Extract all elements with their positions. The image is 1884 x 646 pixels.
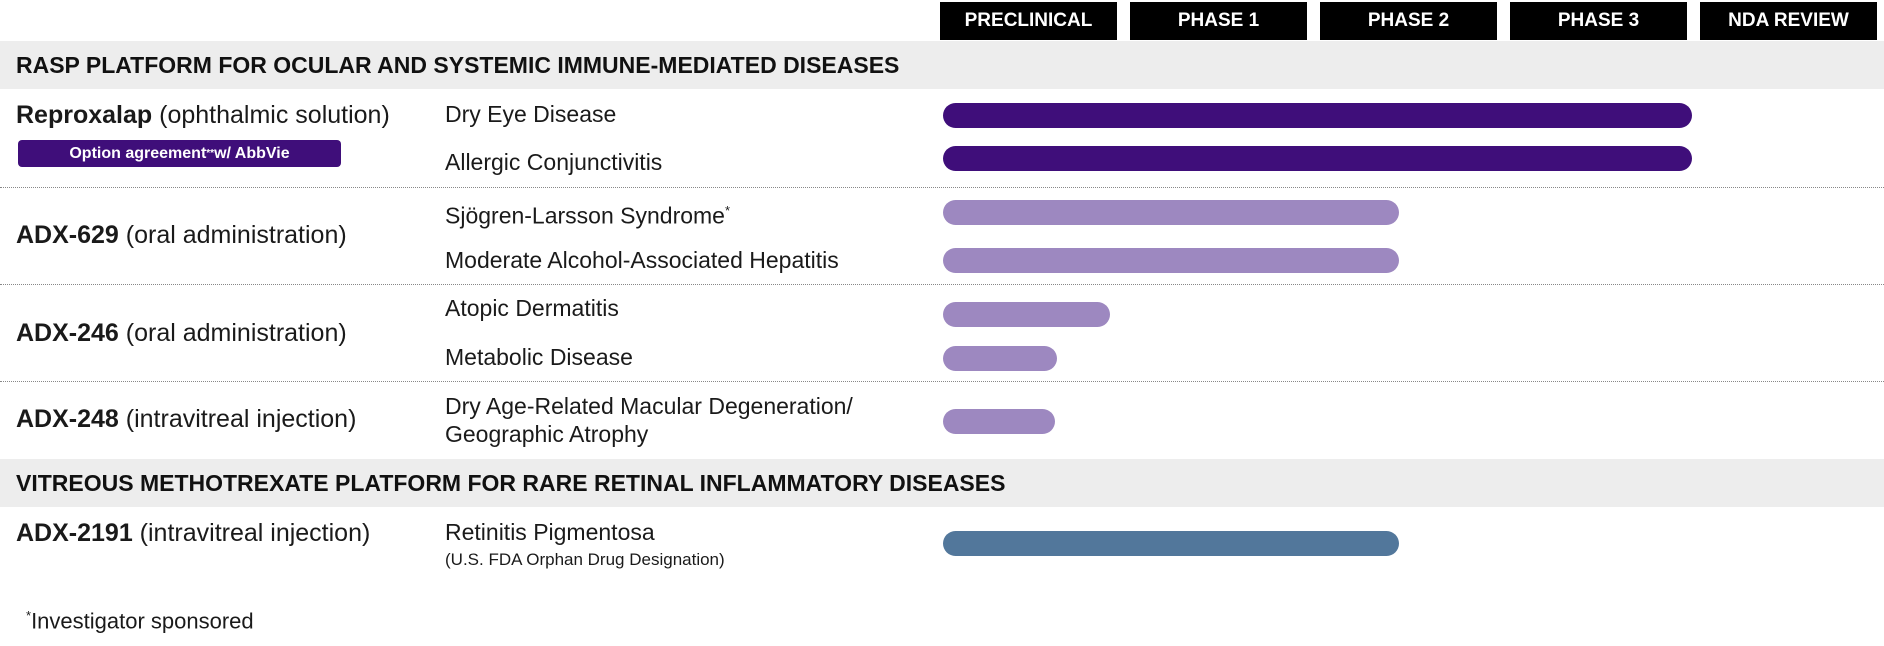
product-route: (oral administration) <box>118 319 347 347</box>
product-adx-246: ADX-246 (oral administration) <box>16 319 347 348</box>
progress-bar-atopic-dermatitis <box>943 302 1110 327</box>
phase-header-preclinical: PRECLINICAL <box>940 2 1117 40</box>
footnote: *Investigator sponsored <box>26 608 254 634</box>
section-band-rasp: RASP PLATFORM FOR OCULAR AND SYSTEMIC IM… <box>0 41 1884 89</box>
indication-atopic-dermatitis: Atopic Dermatitis <box>445 295 619 321</box>
progress-bar-sjogren-larsson <box>943 200 1399 225</box>
progress-bar-metabolic-disease <box>943 346 1057 371</box>
product-name: Reproxalap <box>16 101 153 129</box>
row-divider <box>0 187 1884 188</box>
indication-sjogren-larsson: Sjögren-Larsson Syndrome* <box>445 202 731 229</box>
indication-metabolic-disease: Metabolic Disease <box>445 344 633 370</box>
phase-header-phase-1: PHASE 1 <box>1130 2 1307 40</box>
progress-bar-alcohol-hepatitis <box>943 248 1399 273</box>
indication-allergic-conjunctivitis: Allergic Conjunctivitis <box>445 149 663 175</box>
section-title-vitreous: VITREOUS METHOTREXATE PLATFORM FOR RARE … <box>16 469 1006 496</box>
product-name: ADX-248 <box>16 405 119 433</box>
product-adx-629: ADX-629 (oral administration) <box>16 221 347 250</box>
product-route: (oral administration) <box>118 221 347 249</box>
product-route: (ophthalmic solution) <box>152 101 390 129</box>
indication-dry-eye: Dry Eye Disease <box>445 101 617 127</box>
phase-header-phase-3: PHASE 3 <box>1510 2 1687 40</box>
product-reproxalap: Reproxalap (ophthalmic solution) <box>16 101 390 130</box>
abbvie-option-badge: Option agreement ** w/ AbbVie <box>18 140 341 167</box>
progress-bar-dry-amd <box>943 409 1055 434</box>
row-divider <box>0 284 1884 285</box>
product-name: ADX-2191 <box>16 519 133 547</box>
indication-retinitis-pigmentosa: Retinitis Pigmentosa (U.S. FDA Orphan Dru… <box>445 519 725 569</box>
product-route: (intravitreal injection) <box>132 519 371 547</box>
product-adx-248: ADX-248 (intravitreal injection) <box>16 405 356 434</box>
row-divider <box>0 381 1884 382</box>
section-title-rasp: RASP PLATFORM FOR OCULAR AND SYSTEMIC IM… <box>16 51 900 78</box>
progress-bar-allergic-conjunctivitis <box>943 146 1692 171</box>
phase-header-nda-review: NDA REVIEW <box>1700 2 1877 40</box>
product-adx-2191: ADX-2191 (intravitreal injection) <box>16 519 370 548</box>
product-name: ADX-629 <box>16 221 119 249</box>
progress-bar-retinitis-pigmentosa <box>943 531 1399 556</box>
section-band-vitreous: VITREOUS METHOTREXATE PLATFORM FOR RARE … <box>0 459 1884 507</box>
product-route: (intravitreal injection) <box>118 405 357 433</box>
indication-alcohol-hepatitis: Moderate Alcohol-Associated Hepatitis <box>445 247 839 273</box>
product-name: ADX-246 <box>16 319 119 347</box>
indication-dry-amd: Dry Age-Related Macular Degeneration/Geo… <box>445 393 853 447</box>
progress-bar-dry-eye <box>943 103 1692 128</box>
phase-header-phase-2: PHASE 2 <box>1320 2 1497 40</box>
